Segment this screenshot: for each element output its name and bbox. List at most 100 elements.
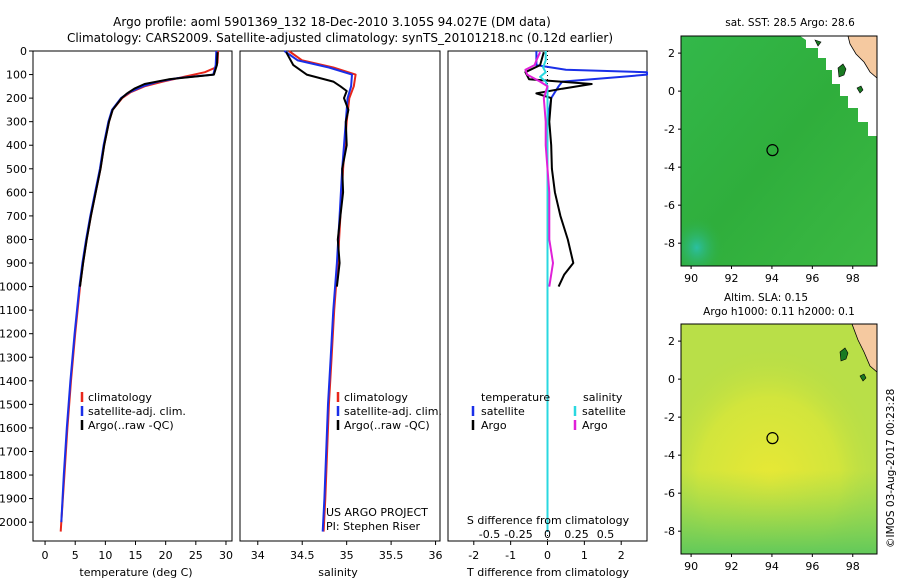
salinity-legend: climatology satellite-adj. clim. Argo(..… bbox=[336, 391, 442, 432]
project-credit: US ARGO PROJECT bbox=[326, 506, 428, 519]
difference-series bbox=[524, 51, 648, 532]
temperature-x-label: temperature (deg C) bbox=[79, 566, 192, 579]
sla-map-island bbox=[839, 347, 867, 382]
temperature-legend: climatology satellite-adj. clim. Argo(..… bbox=[80, 391, 186, 432]
depth-tick-label: 100 bbox=[6, 69, 27, 82]
temperature-x-tick-label: 0 bbox=[42, 549, 49, 562]
s-difference-tick-label: 0.5 bbox=[597, 528, 615, 541]
imos-timestamp: ©IMOS 03-Aug-2017 00:23:28 bbox=[885, 389, 897, 548]
map-y-tick-label: -6 bbox=[664, 487, 675, 500]
temperature-panel: 0100200300400500600700800900100011001200… bbox=[0, 45, 233, 579]
depth-tick-label: 1000 bbox=[0, 281, 27, 294]
depth-tick-label: 1200 bbox=[0, 328, 27, 341]
temperature-x-tick-label: 5 bbox=[72, 549, 79, 562]
map-x-tick-label: 90 bbox=[684, 560, 698, 573]
depth-tick-label: 2000 bbox=[0, 516, 27, 529]
pi-credit: PI: Stephen Riser bbox=[326, 520, 421, 533]
map-y-tick-label: -6 bbox=[664, 199, 675, 212]
difference-line-salinity-argo bbox=[524, 51, 554, 287]
depth-tick-label: 0 bbox=[20, 45, 27, 58]
difference-x-tick-label: 1 bbox=[581, 549, 588, 562]
s-difference-tick-label: -0.25 bbox=[504, 528, 532, 541]
map-y-tick-label: -4 bbox=[664, 449, 675, 462]
map-y-tick-label: -2 bbox=[664, 123, 675, 136]
map-y-tick-label: -8 bbox=[664, 525, 675, 538]
temperature-x-tick-label: 10 bbox=[98, 549, 112, 562]
legend-argo-label: Argo(..raw -QC) bbox=[344, 419, 430, 432]
sst-map-island bbox=[814, 39, 864, 94]
s-difference-tick-labels: -0.5 -0.25 0 0.25 0.5 bbox=[479, 528, 614, 541]
map-x-tick-label: 92 bbox=[725, 560, 739, 573]
legend-salinity-header: salinity bbox=[583, 391, 623, 404]
temperature-x-tick-label: 20 bbox=[159, 549, 173, 562]
temperature-series bbox=[59, 50, 220, 532]
salinity-x-axis: 34 34.5 35 35.5 36 bbox=[251, 541, 443, 562]
depth-tick-label: 1900 bbox=[0, 493, 27, 506]
difference-x-tick-label: 0 bbox=[544, 549, 551, 562]
salinity-x-tick-label: 34.5 bbox=[290, 549, 315, 562]
temperature-x-axis: 0 5 10 15 20 25 30 bbox=[42, 541, 233, 562]
legend-t-satellite-label: satellite bbox=[481, 405, 525, 418]
depth-tick-label: 900 bbox=[6, 257, 27, 270]
map-y-tick-label: 2 bbox=[668, 335, 675, 348]
figure-title-line2: Climatology: CARS2009. Satellite-adjuste… bbox=[67, 31, 613, 45]
difference-x-tick-label: -1 bbox=[505, 549, 516, 562]
figure-title-line1: Argo profile: aoml 5901369_132 18-Dec-20… bbox=[113, 15, 551, 29]
difference-legend: temperature salinity satellite Argo sate… bbox=[471, 391, 626, 432]
map-x-tick-label: 94 bbox=[765, 272, 779, 285]
depth-tick-label: 1300 bbox=[0, 351, 27, 364]
sst-map-frame bbox=[680, 35, 878, 267]
depth-tick-label: 400 bbox=[6, 139, 27, 152]
depth-tick-label: 300 bbox=[6, 116, 27, 129]
legend-t-argo-label: Argo bbox=[481, 419, 507, 432]
legend-climatology-label: climatology bbox=[88, 391, 152, 404]
difference-x-axis: -2 -1 0 1 2 bbox=[468, 541, 625, 562]
temperature-x-tick-label: 30 bbox=[219, 549, 233, 562]
map-y-tick-label: -2 bbox=[664, 411, 675, 424]
s-difference-tick-label: -0.5 bbox=[479, 528, 500, 541]
map-y-tick-label: 0 bbox=[668, 85, 675, 98]
map-x-tick-label: 98 bbox=[846, 272, 860, 285]
map-x-tick-label: 90 bbox=[684, 272, 698, 285]
depth-tick-label: 600 bbox=[6, 186, 27, 199]
salinity-plot-frame bbox=[239, 50, 441, 542]
t-difference-label: T difference from climatology bbox=[466, 566, 629, 579]
legend-s-satellite-label: satellite bbox=[582, 405, 626, 418]
legend-climatology-label: climatology bbox=[344, 391, 408, 404]
depth-axis: 0 100 200 300 400 500 600 700 800 900 1000 1100 1200… bbox=[0, 45, 33, 529]
sla-map-title-line1: Altim. SLA: 0.15 bbox=[724, 292, 808, 304]
temperature-line-argo-raw-qc- bbox=[79, 52, 219, 287]
legend-temperature-header: temperature bbox=[481, 391, 550, 404]
difference-x-tick-label: 2 bbox=[618, 549, 625, 562]
sla-map-frame bbox=[680, 323, 878, 555]
temperature-x-tick-label: 15 bbox=[129, 549, 143, 562]
sla-map-title-line2: Argo h1000: 0.11 h2000: 0.1 bbox=[703, 306, 855, 318]
depth-tick-label: 1400 bbox=[0, 375, 27, 388]
temperature-plot-frame bbox=[32, 50, 233, 542]
map-x-tick-label: 98 bbox=[846, 560, 860, 573]
depth-tick-label: 700 bbox=[6, 210, 27, 223]
depth-tick-label: 200 bbox=[6, 92, 27, 105]
map-y-tick-label: -4 bbox=[664, 161, 675, 174]
map-x-tick-label: 96 bbox=[805, 272, 819, 285]
s-difference-label: S difference from climatology bbox=[467, 514, 630, 527]
sst-map-no-data-area bbox=[800, 36, 877, 136]
depth-tick-label: 1800 bbox=[0, 469, 27, 482]
difference-panel: -2 -1 0 1 2 S difference from climatology -0… bbox=[447, 50, 648, 579]
legend-argo-label: Argo(..raw -QC) bbox=[88, 419, 174, 432]
argo-float-marker bbox=[766, 432, 779, 445]
salinity-series bbox=[283, 50, 357, 532]
legend-satellite-label: satellite-adj. clim. bbox=[344, 405, 442, 418]
salinity-panel: 34 34.5 35 35.5 36 salinity climatology sate… bbox=[239, 50, 443, 579]
map-x-tick-label: 94 bbox=[765, 560, 779, 573]
map-x-tick-label: 96 bbox=[805, 560, 819, 573]
depth-tick-label: 500 bbox=[6, 163, 27, 176]
difference-x-tick-label: -2 bbox=[468, 549, 479, 562]
legend-s-argo-label: Argo bbox=[582, 419, 608, 432]
depth-tick-label: 800 bbox=[6, 233, 27, 246]
map-x-tick-label: 92 bbox=[725, 272, 739, 285]
sst-map-axes: 90 92 94 96 98 2 0 -2 -4 -6 -8 bbox=[664, 47, 860, 285]
argo-float-marker bbox=[766, 144, 779, 157]
salinity-x-label: salinity bbox=[318, 566, 358, 579]
